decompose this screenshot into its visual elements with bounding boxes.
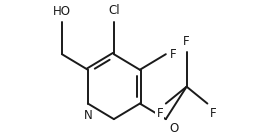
Text: F: F: [157, 108, 163, 120]
Text: HO: HO: [53, 5, 71, 18]
Text: F: F: [183, 35, 190, 48]
Text: F: F: [170, 48, 176, 61]
Text: F: F: [210, 108, 217, 120]
Text: O: O: [170, 122, 179, 135]
Text: Cl: Cl: [108, 4, 120, 17]
Text: N: N: [84, 109, 92, 122]
